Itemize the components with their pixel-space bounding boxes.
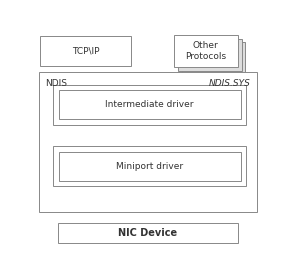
Bar — [59, 90, 241, 119]
Text: Other
Protocols: Other Protocols — [185, 41, 226, 61]
Bar — [40, 36, 131, 66]
Text: NDIS.SYS: NDIS.SYS — [209, 79, 251, 88]
Text: Intermediate driver: Intermediate driver — [105, 100, 194, 109]
Bar — [53, 85, 246, 125]
Bar — [174, 35, 238, 67]
Bar — [182, 42, 245, 75]
Text: NDIS: NDIS — [45, 79, 67, 88]
Bar — [58, 223, 238, 243]
Text: TCP\IP: TCP\IP — [72, 47, 99, 55]
Bar — [178, 39, 242, 71]
Bar — [59, 152, 241, 181]
Text: Miniport driver: Miniport driver — [116, 162, 183, 171]
Bar — [53, 147, 246, 186]
Bar — [39, 72, 257, 212]
Text: NIC Device: NIC Device — [118, 228, 177, 238]
